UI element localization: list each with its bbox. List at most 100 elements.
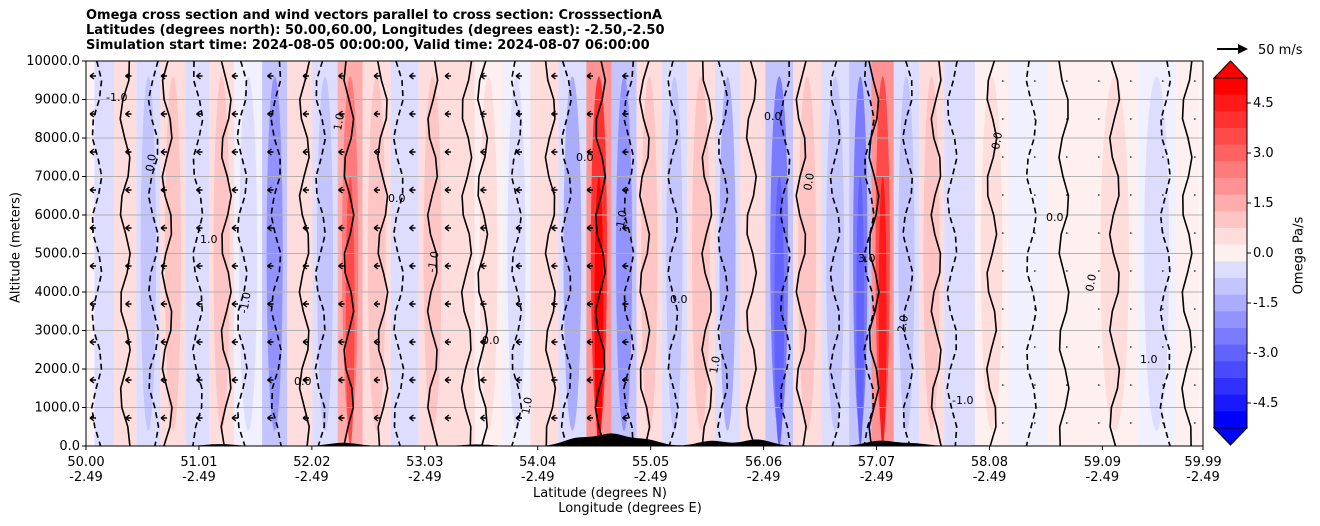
contour-line: [701, 60, 713, 447]
colorbar-segment: [1214, 94, 1247, 112]
x-tick-label-lon: -2.49: [634, 470, 668, 485]
x-tick-label-lat: 57.07: [858, 455, 895, 470]
wind-vector: [515, 262, 522, 270]
terrain-profile: [86, 433, 1203, 446]
wind-vector: [267, 300, 274, 308]
axes: 0.0 1000.0 2000.0 3000.0 4000.0 5000.0 6000.0 7…: [26, 54, 1221, 485]
contour-line: [191, 60, 204, 447]
wind-vector: [1066, 422, 1068, 424]
wind-vector: [302, 414, 309, 422]
wind-vector: [1066, 118, 1068, 120]
wind-vector: [1034, 384, 1036, 386]
wind-vector: [409, 414, 416, 422]
contour-label: -1.0: [425, 250, 442, 273]
contour-line: [220, 60, 233, 447]
wind-vector: [1162, 422, 1164, 424]
x-tick-label-lon: -2.49: [860, 470, 894, 485]
x-tick-label-lon: -2.49: [1086, 470, 1120, 485]
wind-vector: [267, 338, 274, 346]
wind-vector: [1098, 194, 1100, 196]
wind-vector: [267, 186, 274, 194]
wind-vector: [622, 186, 629, 194]
wind-vector: [586, 338, 593, 346]
wind-vector: [1098, 308, 1100, 310]
y-tick-label: 4000.0: [35, 285, 81, 300]
x-tick-label-lat: 52.02: [293, 455, 330, 470]
contour-label: 1.0: [707, 355, 723, 374]
contour-line: [863, 60, 875, 447]
wind-vector: [196, 72, 203, 80]
contour-label: 0.0: [388, 192, 406, 205]
wind-vector: [586, 414, 593, 422]
wind-vector: [1194, 384, 1196, 386]
wind-vector: [1194, 422, 1196, 424]
wind-vector: [302, 376, 309, 384]
wind-vector: [302, 224, 309, 232]
wind-vector: [1034, 80, 1036, 82]
contour-label: -1.0: [237, 291, 254, 314]
legend-arrow-head: [1238, 44, 1248, 54]
wind-vector: [586, 300, 593, 308]
wind-vector: [338, 262, 345, 270]
wind-vector: [1002, 346, 1004, 348]
contour-label: 3.0: [858, 252, 876, 265]
wind-vector: [373, 262, 380, 270]
wind-vector: [231, 338, 238, 346]
contour-line: [638, 60, 651, 447]
wind-vector: [125, 110, 132, 118]
wind-vector: [89, 300, 96, 308]
wind-vector: [160, 148, 167, 156]
wind-vector: [1162, 156, 1164, 158]
wind-vector: [515, 414, 522, 422]
x-tick-label-lat: 56.06: [745, 455, 782, 470]
wind-vector: [338, 110, 345, 118]
wind-vector: [515, 376, 522, 384]
wind-vector: [444, 338, 451, 346]
colorbar-tick-label: 3.0: [1253, 146, 1274, 161]
contour-line: [623, 60, 635, 447]
wind-vector: [373, 110, 380, 118]
wind-vector: [480, 186, 487, 194]
wind-vector: [444, 262, 451, 270]
wind-vector: [409, 338, 416, 346]
wind-vector: [338, 72, 345, 80]
wind-vector: [1194, 80, 1196, 82]
contour-line: [829, 60, 841, 447]
wind-vector: [1066, 80, 1068, 82]
wind-vector: [125, 148, 132, 156]
wind-vector: [480, 414, 487, 422]
colorbar-tick-label: -4.5: [1253, 396, 1278, 411]
x-tick-label-lat: 51.01: [180, 455, 217, 470]
wind-vector: [515, 110, 522, 118]
contour-line: [460, 60, 473, 447]
wind-vector: [444, 376, 451, 384]
wind-vector: [1066, 384, 1068, 386]
wind-vector: [373, 376, 380, 384]
wind-vector: [1130, 194, 1132, 196]
wind-vector: [196, 262, 203, 270]
wind-vector: [480, 148, 487, 156]
contour-label: 1.0: [200, 233, 218, 246]
wind-vector: [1162, 194, 1164, 196]
wind-vector: [586, 72, 593, 80]
contour-line: [426, 60, 439, 447]
wind-vector: [1066, 346, 1068, 348]
wind-vector: [1098, 80, 1100, 82]
wind-vector: [409, 262, 416, 270]
contour-label: 0.0: [482, 334, 500, 347]
contour-line: [270, 60, 282, 447]
wind-vector: [515, 186, 522, 194]
colorbar-segment: [1214, 344, 1247, 362]
contour-line: [90, 60, 103, 447]
wind-vector: [515, 148, 522, 156]
wind-vector: [125, 338, 132, 346]
chart-title: Omega cross section and wind vectors par…: [86, 8, 665, 53]
contour-line: [795, 60, 807, 447]
wind-vector: [1098, 156, 1100, 158]
wind-vector: [1130, 232, 1132, 234]
colorbar-segment: [1214, 261, 1247, 279]
y-tick-label: 9000.0: [35, 93, 81, 108]
wind-vector: [231, 414, 238, 422]
title-line-3: Simulation start time: 2024-08-05 00:00:…: [86, 38, 650, 53]
wind-vector: [338, 148, 345, 156]
